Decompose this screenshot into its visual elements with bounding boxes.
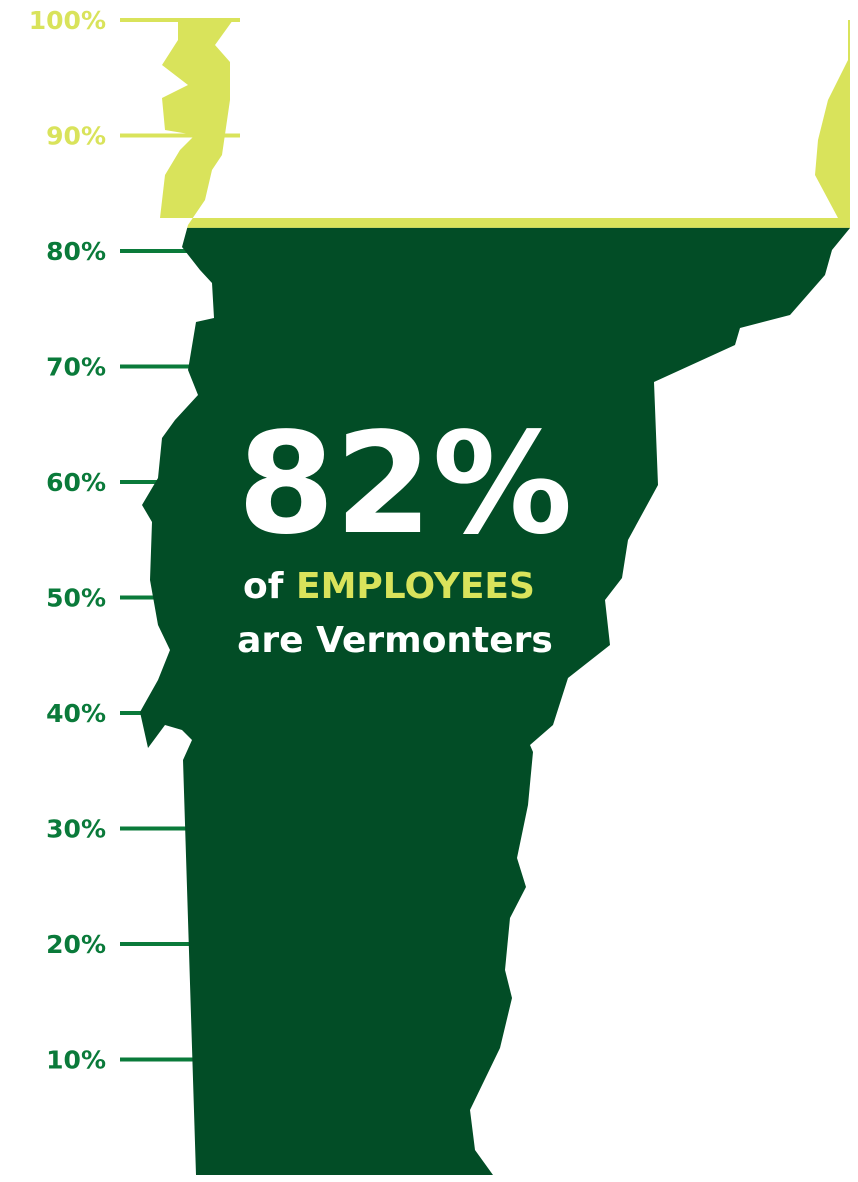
caption-line-1: of EMPLOYEES (243, 566, 535, 607)
value-label: 82% (237, 403, 572, 566)
y-tick-label: 70% (46, 353, 106, 382)
y-tick-label: 50% (46, 584, 106, 613)
y-tick-label: 20% (46, 930, 106, 959)
caption-prefix: of (243, 566, 284, 607)
y-tick-label: 10% (46, 1046, 106, 1075)
caption-highlight: EMPLOYEES (296, 566, 535, 607)
y-tick-label: 80% (46, 237, 106, 266)
remainder-area (140, 20, 850, 228)
y-tick-label: 90% (46, 122, 106, 151)
y-tick-label: 60% (46, 468, 106, 497)
y-tick-label: 40% (46, 699, 106, 728)
y-tick-label: 100% (29, 6, 106, 35)
y-tick-label: 30% (46, 815, 106, 844)
filled-area (140, 227, 850, 1175)
caption-line-2: are Vermonters (237, 620, 553, 661)
